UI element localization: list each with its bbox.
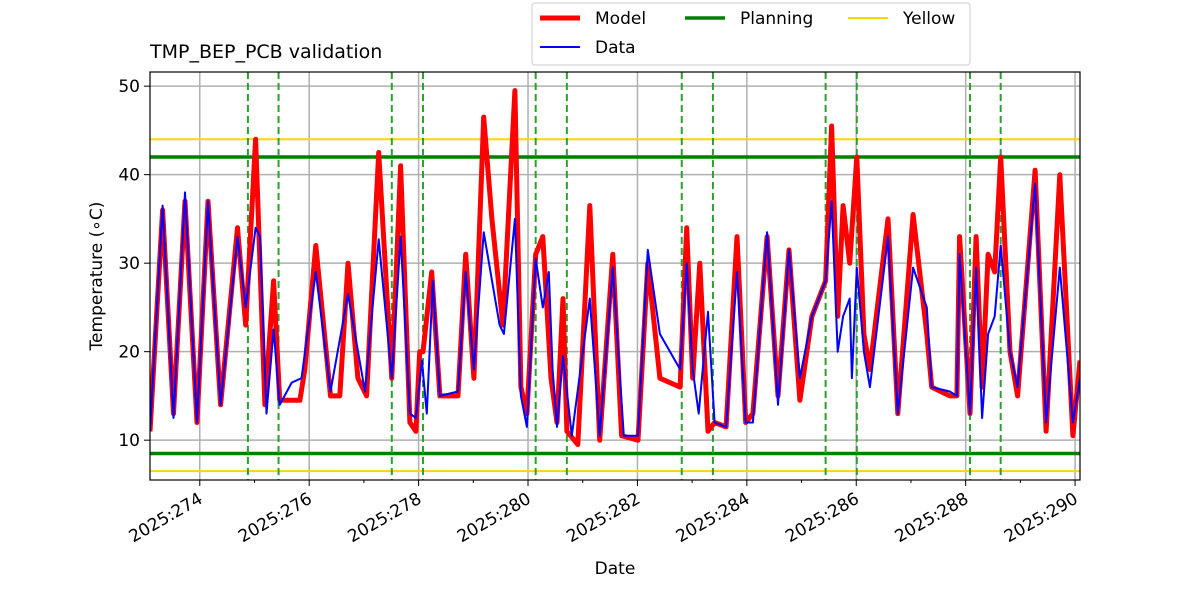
x-tick-label: 2025:286 xyxy=(782,489,863,547)
x-tick-label: 2025:276 xyxy=(235,489,316,547)
series-data-line xyxy=(150,182,1080,437)
series-model-line xyxy=(150,88,1080,448)
legend: Model Data Planning Yellow xyxy=(531,2,971,66)
plot-area xyxy=(150,72,1080,480)
legend-label-data: Data xyxy=(595,38,636,58)
x-tick-label: 2025:284 xyxy=(673,489,754,547)
y-tick-label: 10 xyxy=(118,431,140,451)
x-tick-label: 2025:288 xyxy=(892,489,973,547)
legend-label-planning: Planning xyxy=(740,9,813,29)
legend-label-yellow: Yellow xyxy=(902,9,955,29)
y-axis-label: Temperature (∘C) xyxy=(87,202,107,352)
x-tick-label: 2025:278 xyxy=(345,489,426,547)
chart-title: TMP_BEP_PCB validation xyxy=(149,41,382,63)
y-tick-label: 30 xyxy=(118,254,140,274)
y-tick-label: 50 xyxy=(118,77,140,97)
y-tick-label: 40 xyxy=(118,166,140,186)
legend-label-model: Model xyxy=(595,9,646,29)
x-tick-label: 2025:282 xyxy=(563,489,644,547)
y-tick-label: 20 xyxy=(118,343,140,363)
x-axis-label: Date xyxy=(595,559,636,579)
x-tick-label: 2025:274 xyxy=(126,489,207,547)
x-tick-label: 2025:280 xyxy=(454,489,535,547)
x-tick-label: 2025:290 xyxy=(1001,489,1082,547)
axes-frame xyxy=(149,71,1081,481)
